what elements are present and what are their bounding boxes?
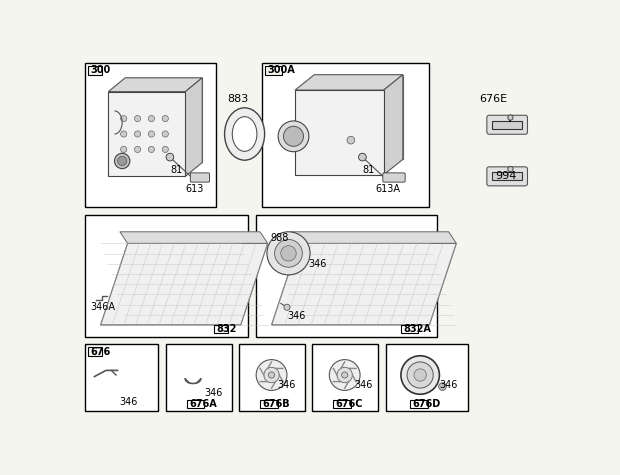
Circle shape bbox=[401, 356, 440, 394]
Text: 676C: 676C bbox=[335, 399, 363, 409]
Circle shape bbox=[162, 115, 169, 122]
Bar bbox=[88, 347, 102, 356]
Bar bbox=[88, 66, 102, 75]
Circle shape bbox=[283, 126, 304, 146]
Circle shape bbox=[508, 115, 513, 120]
Circle shape bbox=[121, 146, 126, 152]
Circle shape bbox=[256, 360, 287, 390]
Text: 346A: 346A bbox=[90, 302, 115, 312]
Circle shape bbox=[121, 115, 126, 122]
Circle shape bbox=[337, 367, 352, 383]
Bar bbox=[410, 399, 428, 408]
Bar bbox=[401, 325, 418, 333]
Circle shape bbox=[135, 115, 141, 122]
Text: 832: 832 bbox=[216, 324, 236, 334]
Circle shape bbox=[148, 146, 154, 152]
Circle shape bbox=[508, 167, 513, 172]
Circle shape bbox=[148, 115, 154, 122]
Polygon shape bbox=[108, 92, 185, 176]
Circle shape bbox=[264, 367, 279, 383]
Bar bbox=[492, 121, 522, 129]
Circle shape bbox=[162, 131, 169, 137]
Polygon shape bbox=[120, 232, 268, 243]
Bar bbox=[265, 66, 282, 75]
Circle shape bbox=[358, 153, 366, 161]
Polygon shape bbox=[295, 75, 403, 90]
Text: 994: 994 bbox=[495, 171, 516, 181]
Bar bbox=[262, 63, 430, 207]
Polygon shape bbox=[125, 78, 202, 162]
Text: 346: 346 bbox=[355, 380, 373, 390]
Circle shape bbox=[135, 146, 141, 152]
Text: 832A: 832A bbox=[403, 324, 431, 334]
Bar bbox=[85, 215, 249, 336]
Text: 81: 81 bbox=[363, 165, 374, 175]
Text: 676: 676 bbox=[91, 347, 111, 357]
Ellipse shape bbox=[224, 108, 265, 160]
Bar bbox=[85, 344, 158, 411]
Circle shape bbox=[329, 360, 360, 390]
Bar bbox=[85, 63, 216, 207]
Text: 346: 346 bbox=[287, 311, 305, 321]
Text: 613: 613 bbox=[185, 184, 204, 194]
Circle shape bbox=[347, 136, 355, 144]
FancyBboxPatch shape bbox=[383, 173, 405, 182]
Text: 300A: 300A bbox=[268, 66, 296, 76]
Text: 346: 346 bbox=[440, 380, 458, 390]
Circle shape bbox=[148, 131, 154, 137]
Circle shape bbox=[407, 362, 433, 388]
Text: 676B: 676B bbox=[262, 399, 290, 409]
Circle shape bbox=[281, 246, 296, 261]
Polygon shape bbox=[100, 243, 268, 325]
FancyBboxPatch shape bbox=[487, 115, 528, 134]
FancyBboxPatch shape bbox=[190, 173, 210, 182]
Bar bbox=[166, 344, 231, 411]
Bar bbox=[312, 344, 378, 411]
Bar bbox=[256, 215, 437, 336]
Circle shape bbox=[166, 153, 174, 161]
Bar bbox=[214, 325, 228, 333]
Text: 988: 988 bbox=[270, 233, 288, 243]
Circle shape bbox=[115, 153, 130, 169]
Circle shape bbox=[267, 232, 310, 275]
Bar bbox=[187, 399, 205, 408]
Bar bbox=[333, 399, 351, 408]
Text: eReplacementParts.com: eReplacementParts.com bbox=[216, 231, 419, 249]
Polygon shape bbox=[272, 243, 456, 325]
Text: 676E: 676E bbox=[479, 94, 508, 104]
Circle shape bbox=[278, 121, 309, 152]
Circle shape bbox=[414, 369, 427, 381]
Text: 346: 346 bbox=[309, 259, 327, 269]
Polygon shape bbox=[384, 75, 403, 175]
Text: 81: 81 bbox=[170, 165, 182, 175]
Text: 300: 300 bbox=[91, 66, 111, 76]
Bar bbox=[239, 344, 304, 411]
Text: 346: 346 bbox=[278, 380, 296, 390]
Text: 676D: 676D bbox=[412, 399, 441, 409]
Polygon shape bbox=[291, 232, 456, 243]
Circle shape bbox=[268, 372, 275, 378]
Circle shape bbox=[135, 131, 141, 137]
Ellipse shape bbox=[232, 117, 257, 152]
Text: 613A: 613A bbox=[376, 184, 401, 194]
Polygon shape bbox=[185, 78, 202, 176]
Polygon shape bbox=[108, 78, 202, 92]
Circle shape bbox=[275, 239, 303, 267]
Bar bbox=[260, 399, 278, 408]
Circle shape bbox=[118, 156, 126, 166]
Polygon shape bbox=[295, 90, 384, 175]
Text: 676A: 676A bbox=[189, 399, 217, 409]
Bar bbox=[492, 172, 522, 180]
Text: 346: 346 bbox=[205, 388, 223, 398]
Text: 346: 346 bbox=[119, 398, 138, 408]
Circle shape bbox=[284, 304, 290, 310]
Circle shape bbox=[162, 146, 169, 152]
Text: 883: 883 bbox=[228, 94, 249, 104]
Polygon shape bbox=[314, 75, 403, 160]
FancyBboxPatch shape bbox=[487, 167, 528, 186]
Circle shape bbox=[121, 131, 126, 137]
Circle shape bbox=[342, 372, 348, 378]
Bar bbox=[386, 344, 468, 411]
Circle shape bbox=[438, 383, 446, 390]
